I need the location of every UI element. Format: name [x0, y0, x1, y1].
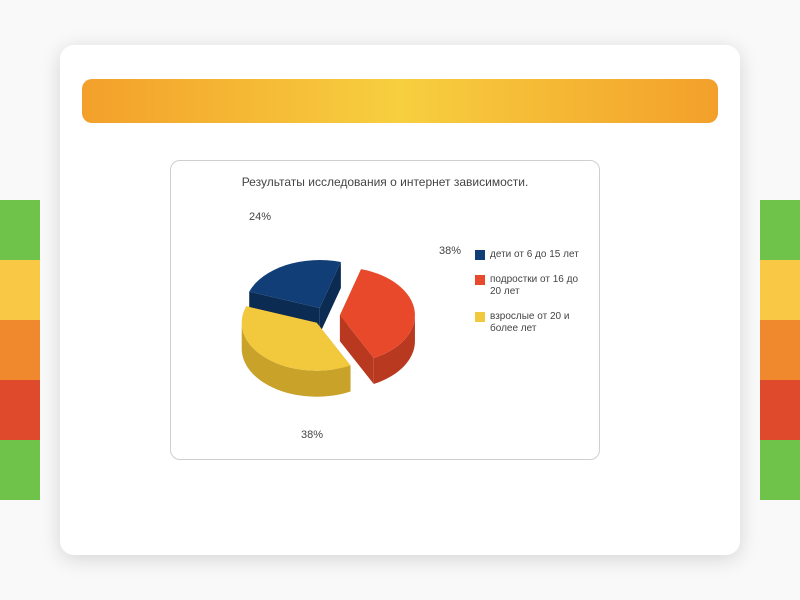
legend-item: дети от 6 до 15 лет	[475, 249, 585, 262]
slide-header-bar	[82, 79, 718, 123]
chart-card: Результаты исследования о интернет завис…	[170, 160, 600, 460]
legend-swatch	[475, 312, 485, 322]
legend-label: подростки от 16 до 20 лет	[490, 274, 585, 299]
pie-svg	[211, 216, 441, 426]
legend-item: взрослые от 20 и более лет	[475, 311, 585, 336]
chart-title: Результаты исследования о интернет завис…	[171, 175, 599, 189]
pct-label-0: 24%	[249, 211, 271, 223]
pct-label-2: 38%	[439, 245, 461, 257]
legend-label: взрослые от 20 и более лет	[490, 311, 585, 336]
legend-swatch	[475, 275, 485, 285]
legend-label: дети от 6 до 15 лет	[490, 249, 579, 262]
legend-item: подростки от 16 до 20 лет	[475, 274, 585, 299]
legend-swatch	[475, 250, 485, 260]
pct-label-1: 38%	[301, 429, 323, 441]
slide-card: Результаты исследования о интернет завис…	[60, 45, 740, 555]
pie-chart	[211, 216, 441, 426]
legend: дети от 6 до 15 лет подростки от 16 до 2…	[475, 249, 585, 348]
